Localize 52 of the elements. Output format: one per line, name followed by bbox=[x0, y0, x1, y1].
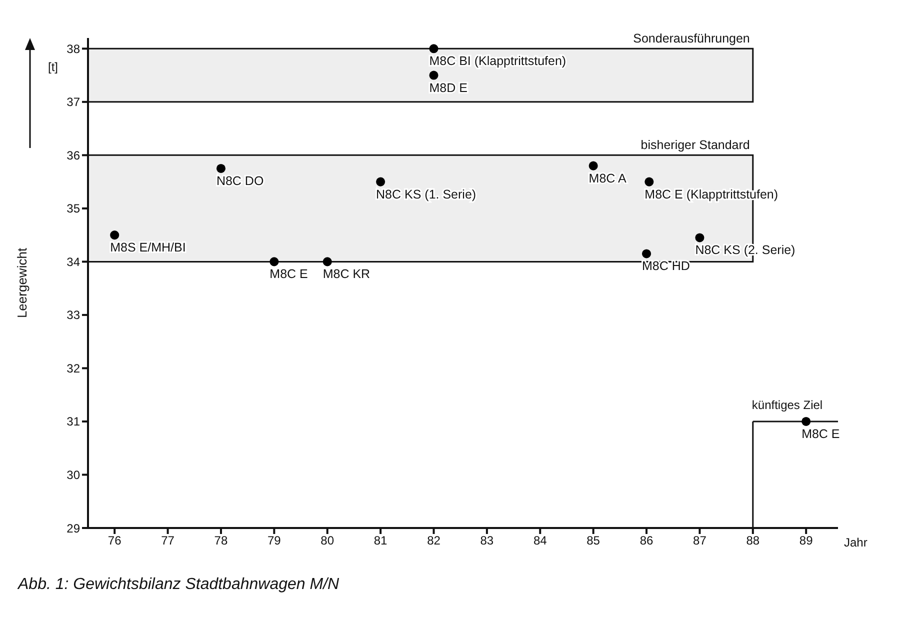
data-label: M8C E bbox=[270, 267, 308, 282]
text: [t] bbox=[48, 60, 58, 74]
data-label: M8C A bbox=[588, 171, 627, 186]
y-tick-label: 36 bbox=[66, 148, 80, 162]
data-label: N8C KS (1. Serie) bbox=[376, 187, 476, 202]
y-tick-label: 34 bbox=[66, 254, 80, 269]
band-label: Sonderausführungen bbox=[633, 32, 750, 46]
x-tick-label: 78 bbox=[214, 534, 228, 548]
x-tick-label: 85 bbox=[586, 534, 600, 548]
x-axis-title: Jahr bbox=[844, 535, 868, 550]
x-tick-label: 83 bbox=[480, 534, 494, 548]
x-tick-label: 88 bbox=[746, 534, 760, 548]
y-tick-label: 31 bbox=[66, 414, 80, 429]
y-tick-label: 30 bbox=[66, 468, 80, 482]
data-label: M8S E/MH/BI bbox=[110, 240, 186, 255]
x-tick-label: 80 bbox=[320, 534, 334, 548]
x-tick-label: 86 bbox=[640, 534, 654, 548]
point bbox=[429, 44, 438, 54]
x-tick-label: 84 bbox=[533, 534, 548, 548]
x-tick-label: 89 bbox=[799, 534, 814, 548]
point bbox=[322, 257, 332, 266]
point bbox=[270, 257, 279, 266]
y-tick-label: 29 bbox=[66, 521, 80, 536]
y-tick-label: 38 bbox=[66, 42, 80, 56]
point bbox=[110, 230, 120, 240]
ref-line-label: künftiges Ziel bbox=[752, 398, 823, 412]
point bbox=[429, 70, 438, 80]
y-tick-label: 33 bbox=[66, 308, 80, 322]
y-tick-label: 32 bbox=[66, 361, 80, 376]
y-tick-label: 35 bbox=[66, 202, 80, 216]
data-label: M8C KR bbox=[322, 267, 370, 282]
data-label: N8C DO bbox=[216, 174, 264, 188]
point bbox=[216, 164, 226, 173]
point bbox=[695, 233, 704, 242]
y-tick-label: 37 bbox=[66, 95, 80, 110]
data-label: M8C BI (Klapptrittstufen) bbox=[429, 54, 566, 68]
data-label: M8D E bbox=[429, 80, 468, 95]
point bbox=[644, 177, 654, 186]
x-tick-label: 76 bbox=[108, 534, 122, 548]
data-label: M8C E bbox=[802, 426, 840, 441]
band-label: bisheriger Standard bbox=[640, 138, 750, 152]
point bbox=[802, 416, 811, 426]
x-tick-label: 87 bbox=[693, 534, 707, 548]
x-tick-label: 81 bbox=[374, 534, 388, 548]
x-tick-label: 79 bbox=[267, 534, 282, 548]
text: Abb. 1: Gewichtsbilanz Stadtbahnwagen M/N bbox=[18, 576, 340, 594]
y-axis-title: Leergewicht bbox=[14, 248, 30, 318]
point bbox=[588, 161, 598, 170]
point bbox=[642, 249, 652, 258]
x-tick-label: 77 bbox=[161, 534, 175, 548]
x-tick-label: 82 bbox=[427, 534, 441, 548]
point bbox=[376, 177, 386, 186]
